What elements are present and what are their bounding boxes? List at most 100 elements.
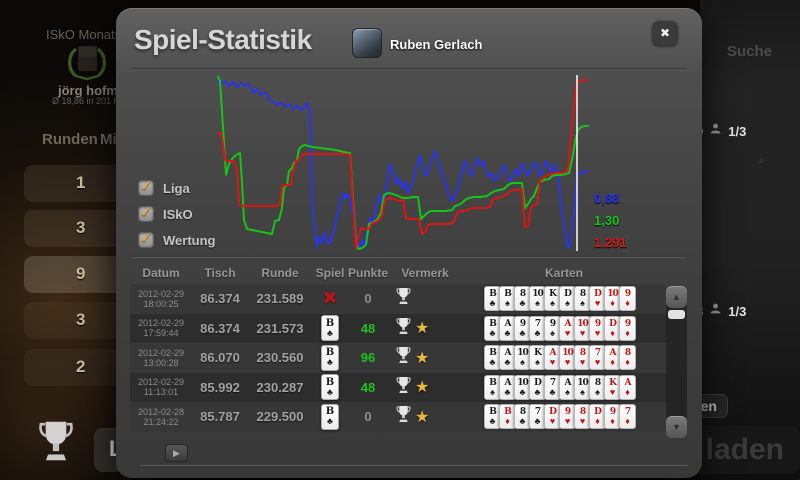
cell-punkte: 96 <box>360 350 376 366</box>
header-divider <box>132 68 686 70</box>
search-button[interactable]: Suche <box>727 43 773 60</box>
card-rank: 10 <box>517 348 528 359</box>
cell-punkte: 48 <box>360 379 376 395</box>
checkbox-liga[interactable]: ✓ <box>138 178 154 196</box>
legend-item-wertung: ✓ Wertung <box>138 230 215 248</box>
cell-datum: 2012-02-29 13:00:28 <box>130 343 192 373</box>
card-suit-icon: ♠ <box>550 327 555 338</box>
card-suit-icon: ♦ <box>610 357 615 368</box>
column-header-datum: Datum <box>142 266 180 280</box>
card-rank: K <box>534 348 542 359</box>
card-D-d: D ♦ <box>604 315 621 341</box>
checkbox-isko[interactable]: ✓ <box>138 204 154 222</box>
bg-entry-ratio: 1/3 <box>728 303 747 319</box>
card-suit-icon: ♣ <box>327 357 333 368</box>
table-row[interactable]: 2012-02-29 13:00:28 86.070 230.560 B ♣ 96 ★ B ♣ A ♣… <box>130 343 666 373</box>
card-suit-icon: ♣ <box>327 386 333 397</box>
cell-datum: 2012-02-29 11:13:01 <box>130 373 192 403</box>
bg-player-name: jörg hofman <box>58 83 134 98</box>
footer-divider <box>140 464 688 466</box>
card-suit-icon: ♣ <box>327 327 333 338</box>
card-suit-icon: ♣ <box>504 357 511 368</box>
table-row[interactable]: 2012-02-29 11:13:01 85.992 230.287 B ♣ 48 ★ B ♠ A ♣… <box>130 372 666 403</box>
card-rank: B <box>489 348 497 359</box>
card-rank: B <box>489 377 497 388</box>
card-rank: 7 <box>624 407 631 418</box>
bg-list-row[interactable]: 9 <box>24 256 128 293</box>
scroll-down-button[interactable]: ▼ <box>666 416 687 438</box>
cell-vermerk: ★ <box>388 314 462 344</box>
statistics-dialog: Spiel-Statistik Ruben Gerlach ✖ ✓ Liga ✓ IS… <box>116 8 702 478</box>
cell-tisch: 86.374 <box>200 291 240 307</box>
card-rank: B <box>504 289 512 300</box>
card-rank: K <box>549 289 557 300</box>
star-icon: ★ <box>415 349 430 367</box>
card-rank: 10 <box>532 289 543 300</box>
card-suit-icon: ♥ <box>579 327 586 338</box>
column-header-punkte: Punkte <box>348 266 389 280</box>
play-button[interactable]: ▶ <box>165 444 188 462</box>
card-suit-icon: ♣ <box>519 416 526 427</box>
card-rank: A <box>504 348 512 359</box>
dialog-player-name: Ruben Gerlach <box>390 37 483 52</box>
card-rank: D <box>594 289 602 300</box>
bg-row-rank: 1 <box>76 173 86 192</box>
scroll-up-button[interactable]: ▲ <box>666 286 687 308</box>
bg-list-row[interactable]: 3 <box>24 302 128 339</box>
bg-list-row[interactable]: 1Kl <box>24 165 134 202</box>
bg-list-row[interactable]: 3 <box>24 210 128 247</box>
card-rank: 8 <box>579 348 586 359</box>
table-row[interactable]: 2012-02-29 17:59:44 86.374 231.573 B ♣ 48 ★ B ♣ A ♣… <box>130 313 666 344</box>
legend-label: ISkO <box>163 206 193 222</box>
bg-trophy-icon <box>38 419 74 468</box>
card-rank: K <box>609 377 617 388</box>
card-9-d: 9 ♦ <box>619 315 636 341</box>
card-suit-icon: ♥ <box>594 327 601 338</box>
card-suit-icon: ♦ <box>505 416 510 427</box>
card-rank: 9 <box>609 407 616 418</box>
card-9-d: 9 ♦ <box>619 286 636 312</box>
card-rank: B <box>489 407 497 418</box>
card-suit-icon: ♠ <box>550 298 555 309</box>
cell-spiel: B ♣ <box>312 343 348 373</box>
card-rank: 8 <box>624 348 631 359</box>
card-A-d: A ♦ <box>619 374 636 400</box>
card-D-s: D ♠ <box>559 286 576 312</box>
star-icon: ★ <box>415 320 430 338</box>
trophy-icon <box>396 405 411 428</box>
card-suit-icon: ♦ <box>625 386 630 397</box>
card-rank: A <box>624 377 632 388</box>
person-icon <box>709 122 722 140</box>
trophy-icon <box>396 317 411 340</box>
table-row[interactable]: 2012-02-29 18:00:25 86.374 231.589 ✖ 0 B ♣ B ♠ 8 ♣ 1… <box>130 284 666 314</box>
card-rank: D <box>594 407 602 418</box>
trophy-icon <box>396 287 411 310</box>
statistics-chart[interactable] <box>200 72 590 254</box>
close-icon[interactable]: ✖ <box>652 20 678 46</box>
card-A-h: A ♥ <box>559 315 576 341</box>
card-suit-icon: ♦ <box>610 327 615 338</box>
card-suit-icon: ♣ <box>327 416 333 427</box>
checkbox-wertung[interactable]: ✓ <box>138 230 154 248</box>
card-rank: 8 <box>594 377 601 388</box>
time-text: 21:24:22 <box>143 416 179 427</box>
card-rank: 8 <box>519 407 526 418</box>
cell-vermerk <box>388 284 462 314</box>
card-rank: 9 <box>624 289 631 300</box>
check-icon: ✓ <box>140 178 153 195</box>
card-suit-icon: ♥ <box>549 416 556 427</box>
card-suit-icon: ♠ <box>595 386 600 397</box>
chart-value-liga: 0,88 <box>594 191 620 206</box>
card-suit-icon: ♣ <box>519 298 526 309</box>
bg-column-runden: Runden <box>42 131 98 148</box>
bg-list-row[interactable]: 2 <box>24 349 128 386</box>
scrollbar-track[interactable] <box>666 286 687 438</box>
scrollbar-thumb[interactable] <box>668 310 685 319</box>
card-rank: 7 <box>594 348 601 359</box>
cell-tisch: 86.070 <box>200 350 240 366</box>
card-suit-icon: ♦ <box>625 416 630 427</box>
table-row[interactable]: 2012-02-28 21:24:22 85.787 229.500 B ♣ 0 ★ B ♣ B ♦ 8… <box>130 402 666 432</box>
card-rank: A <box>609 348 617 359</box>
bg-row-rank: 3 <box>76 310 86 329</box>
card-suit-icon: ♦ <box>625 298 630 309</box>
